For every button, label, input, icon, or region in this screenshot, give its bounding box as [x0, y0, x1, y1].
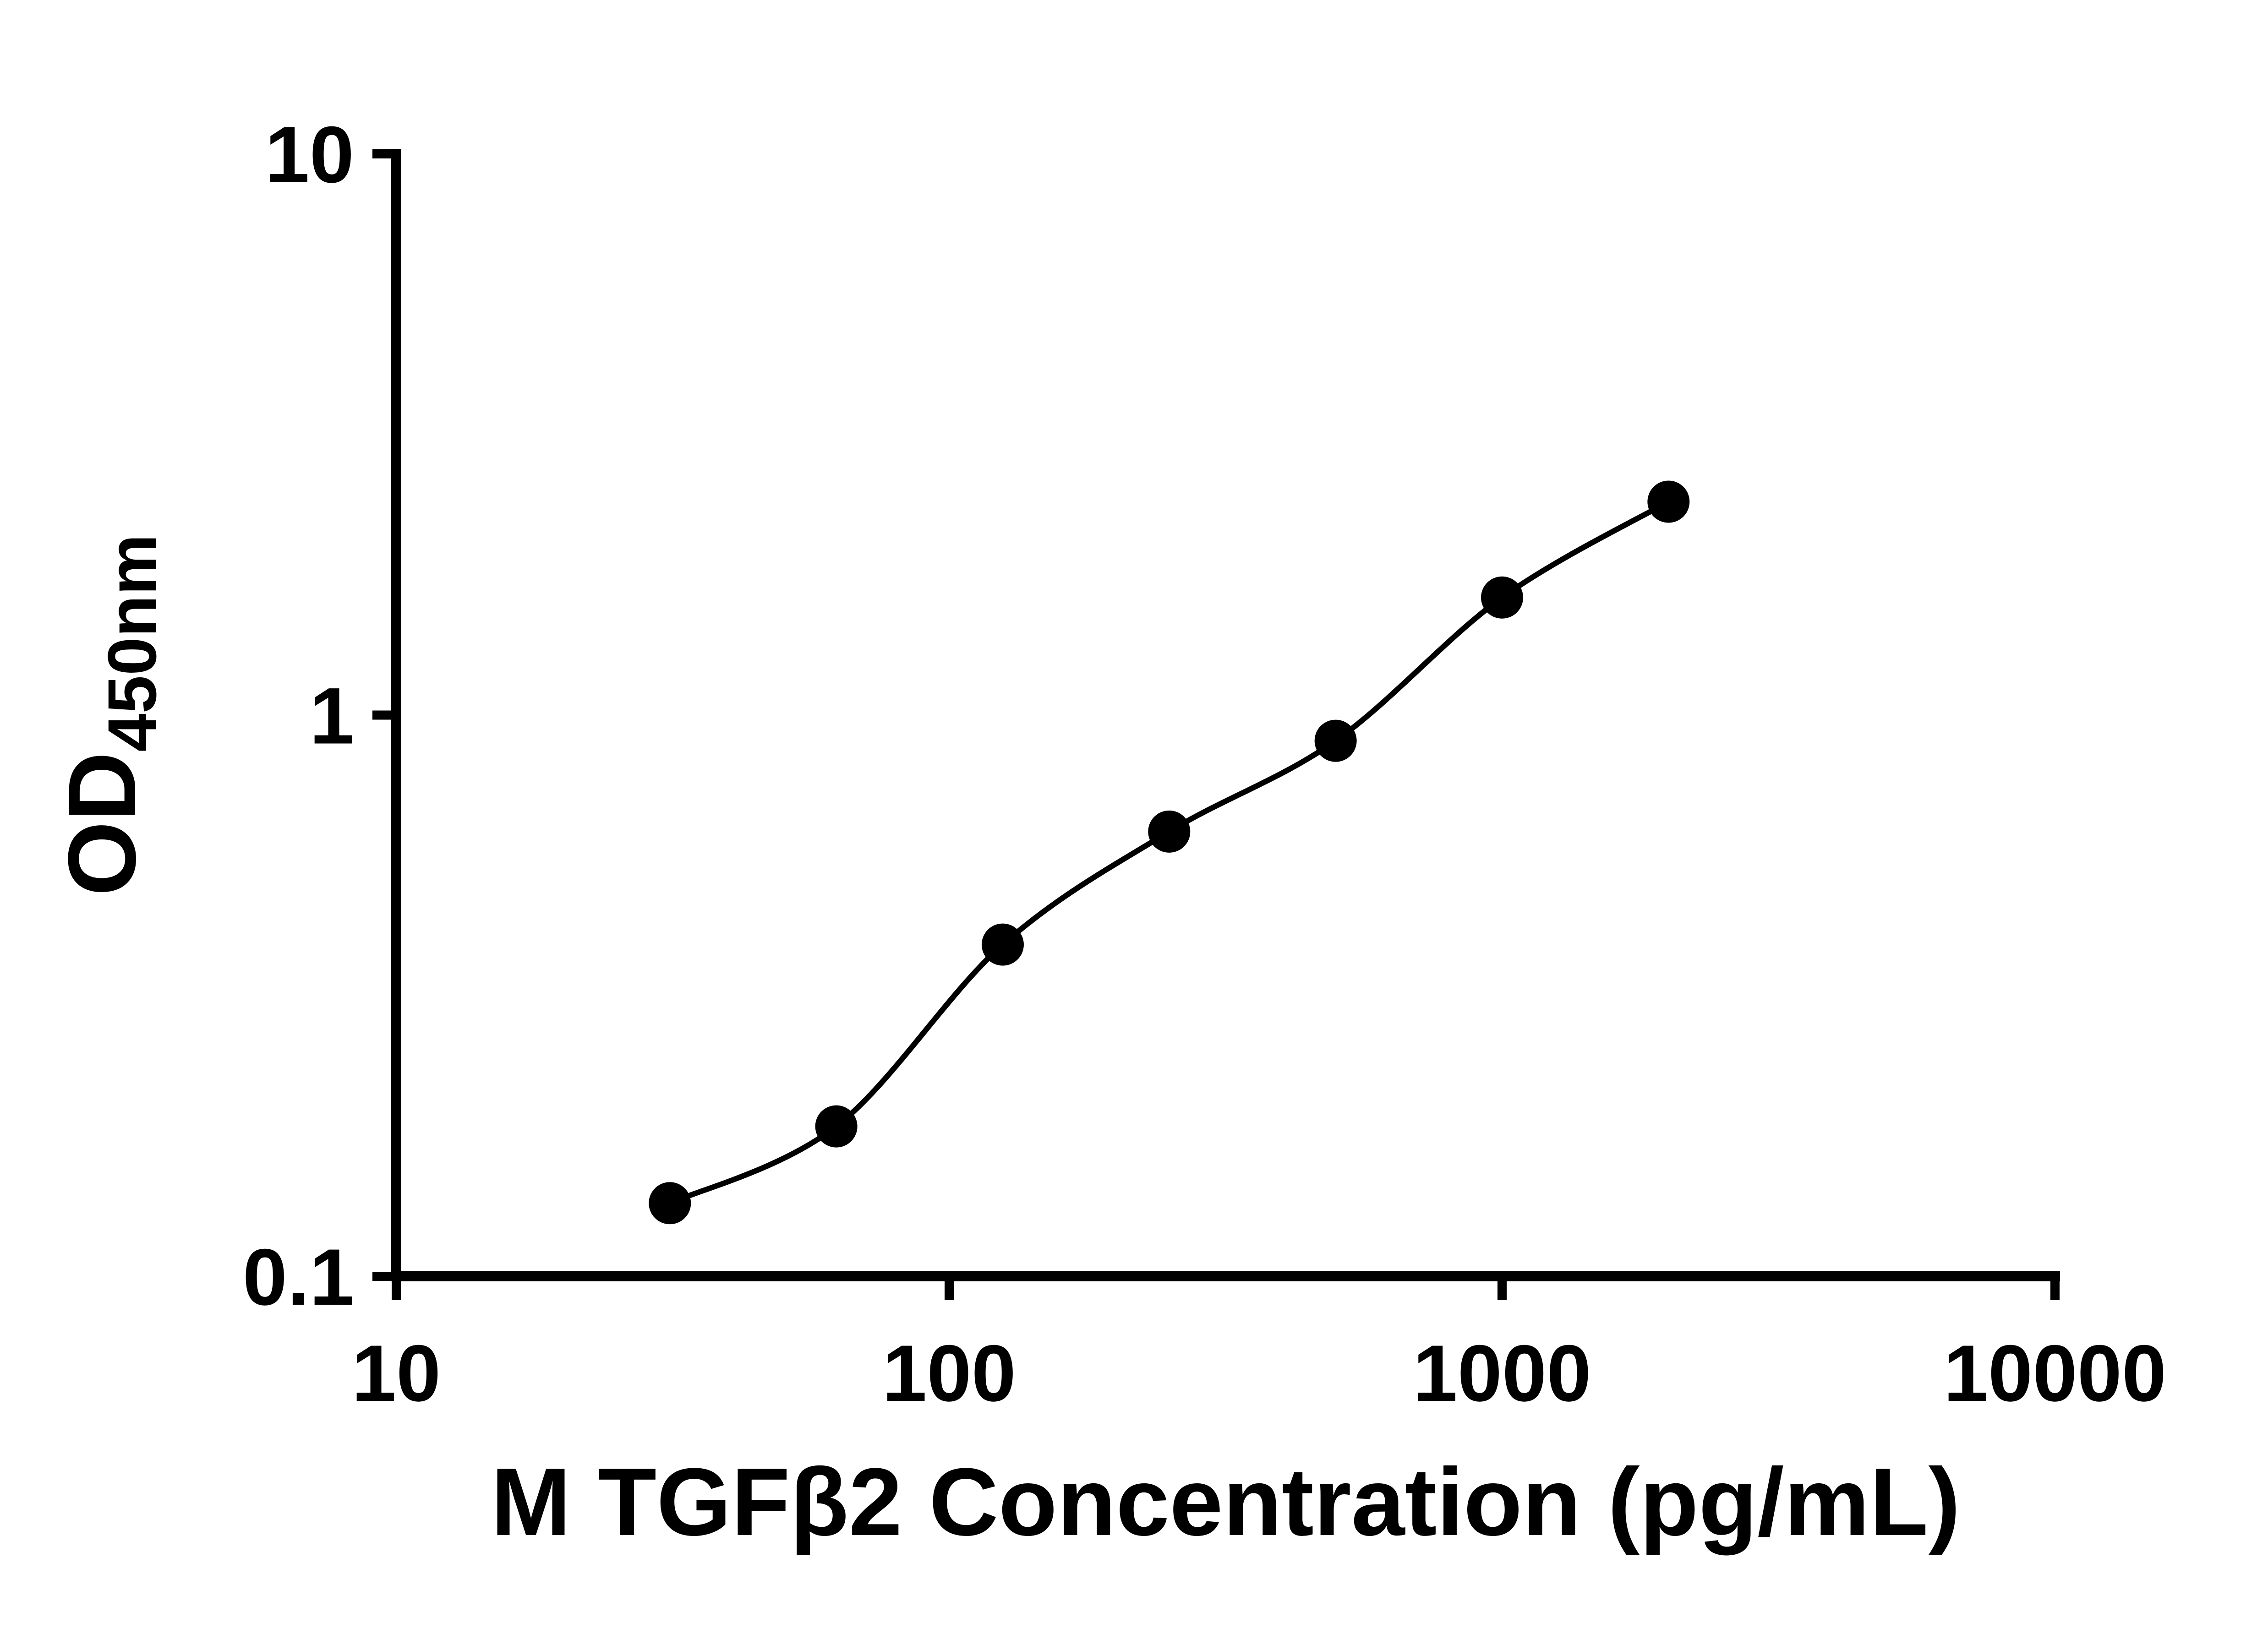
data-point	[1647, 480, 1690, 523]
data-point	[981, 923, 1024, 966]
data-point	[1314, 719, 1357, 762]
y-axis-title: OD450nm	[48, 534, 170, 896]
x-tick-label: 1000	[1413, 1329, 1591, 1418]
y-tick-label: 0.1	[243, 1233, 354, 1322]
y-tick-label: 10	[265, 110, 354, 200]
data-point	[815, 1105, 858, 1148]
axes-frame	[391, 149, 2060, 1281]
x-tick-label: 100	[882, 1329, 1016, 1418]
x-axis-title: M TGFβ2 Concentration (pg/mL)	[491, 1448, 1961, 1556]
x-tick-label: 10	[352, 1329, 441, 1418]
data-point	[1148, 810, 1191, 853]
x-tick-label: 10000	[1944, 1329, 2167, 1418]
data-point	[1481, 576, 1523, 619]
data-point	[649, 1182, 691, 1225]
y-tick-label: 1	[310, 672, 354, 761]
